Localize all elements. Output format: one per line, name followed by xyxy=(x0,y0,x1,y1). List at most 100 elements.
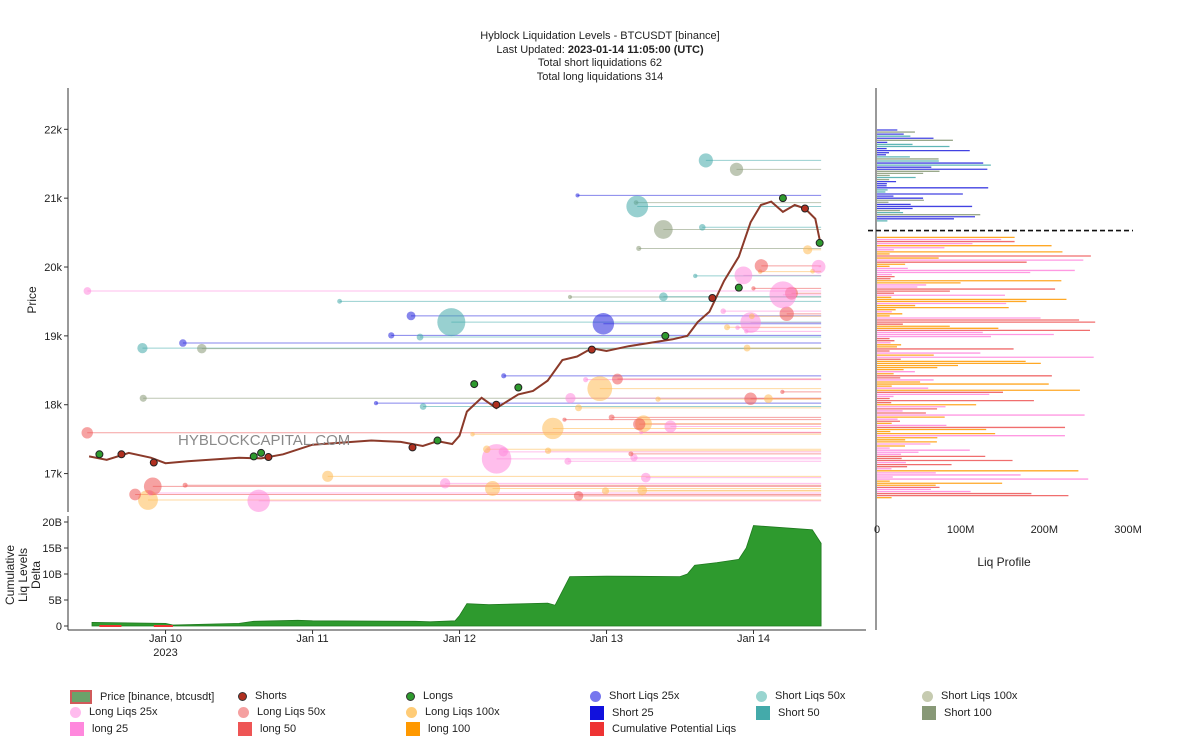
legend-swatch xyxy=(70,706,81,718)
long-marker xyxy=(661,331,670,340)
legend-label: Short Liqs 25x xyxy=(609,690,680,702)
legend-label: Short 100 xyxy=(944,707,992,719)
long-liq-bubble xyxy=(735,325,740,330)
short-marker xyxy=(492,400,501,409)
legend: Price [binance, btcusdt] Shorts Longs Short… xyxy=(70,690,1170,750)
long-marker xyxy=(433,436,442,445)
legend-item: Short Liqs 100x xyxy=(922,690,1017,702)
liq-profile-bars xyxy=(868,129,1133,499)
long-liq-bubble xyxy=(779,306,794,321)
long-liq-bubble xyxy=(544,447,552,454)
legend-item: Short Liqs 50x xyxy=(756,690,845,702)
short-liq-bubble xyxy=(388,332,395,339)
cumulative-delta-area xyxy=(91,525,822,627)
short-liq-bubble xyxy=(373,400,379,406)
long-liq-bubble xyxy=(587,376,613,402)
long-liq-bubble xyxy=(780,389,785,395)
short-liq-bubble xyxy=(139,394,147,402)
legend-item: Short Liqs 25x xyxy=(590,690,679,702)
long-liq-bubble xyxy=(608,414,615,421)
short-liq-bubble xyxy=(137,342,148,354)
long-liq-bubble xyxy=(439,478,451,489)
legend-swatch xyxy=(590,690,601,702)
legend-label: Long Liqs 100x xyxy=(425,706,500,718)
long-liq-bubble xyxy=(143,477,162,496)
legend-label: Short 25 xyxy=(612,707,654,719)
legend-item: Short 50 xyxy=(756,706,820,720)
legend-item: Long Liqs 50x xyxy=(238,706,326,718)
x-tick-label: Jan 12 xyxy=(443,633,476,645)
legend-label: Short Liqs 50x xyxy=(775,690,846,702)
legend-swatch xyxy=(406,691,415,701)
y-tick-label: 21k xyxy=(44,193,62,205)
short-marker xyxy=(800,204,809,213)
long-liq-bubble xyxy=(485,480,501,496)
legend-label: Short Liqs 100x xyxy=(941,690,1018,702)
profile-x-axis-title: Liq Profile xyxy=(977,555,1031,569)
y-tick-label: 20k xyxy=(44,262,62,274)
short-liq-bubble xyxy=(693,273,698,279)
short-marker xyxy=(587,345,596,354)
long-liq-bubble xyxy=(564,457,572,465)
legend-item: Long Liqs 25x xyxy=(70,706,158,718)
legend-swatch xyxy=(238,722,252,736)
long-liq-bubble xyxy=(542,417,564,440)
short-marker xyxy=(708,294,717,302)
long-liq-bubble xyxy=(734,266,753,285)
delta-y-axis-title: CumulativeLiq LevelsDelta xyxy=(3,545,43,605)
long-liq-bubble xyxy=(811,259,826,274)
legend-item: long 50 xyxy=(238,722,296,736)
short-liq-bubble xyxy=(659,292,668,302)
legend-label: Cumulative Potential Liqs xyxy=(612,723,737,735)
legend-item: Shorts xyxy=(238,690,287,702)
long-liq-bubble xyxy=(640,472,651,483)
legend-label: long 25 xyxy=(92,723,129,735)
long-liq-bubble xyxy=(483,445,491,453)
legend-label: Long Liqs 25x xyxy=(89,706,158,718)
short-marker xyxy=(264,453,273,462)
legend-label: Shorts xyxy=(255,690,287,702)
long-liq-bubble xyxy=(769,281,797,309)
short-liq-bubble xyxy=(729,162,744,176)
long-liq-bubble xyxy=(601,487,610,495)
delta-y-tick-label: 0 xyxy=(56,621,62,633)
last-updated: Last Updated: 2023-01-14 11:05:00 (UTC) xyxy=(0,44,1200,58)
long-liq-bubble xyxy=(744,392,757,405)
short-marker xyxy=(117,450,126,459)
short-liq-bubble xyxy=(636,245,642,251)
long-marker xyxy=(734,283,743,292)
long-liq-bubble xyxy=(565,393,576,404)
legend-label: Longs xyxy=(423,690,453,702)
long-liq-bubble xyxy=(720,308,726,314)
y-axis-title: Price xyxy=(25,286,39,314)
long-liquidations-total: Total long liquidations 314 xyxy=(536,70,664,83)
long-liq-bubble xyxy=(748,313,755,320)
trade-markers xyxy=(95,194,824,467)
x-tick-label: Jan 14 xyxy=(737,633,770,645)
chart-header: Hyblock Liquidation Levels - BTCUSDT [bi… xyxy=(0,30,1200,84)
legend-item: long 100 xyxy=(406,722,470,736)
legend-item: Short 100 xyxy=(922,706,992,720)
short-liq-bubble xyxy=(698,153,713,168)
profile-x-tick-label: 100M xyxy=(947,524,975,536)
long-liq-bubble xyxy=(612,373,623,385)
long-liq-bubble xyxy=(803,245,813,255)
short-liq-bubble xyxy=(406,311,416,321)
short-liq-bubble xyxy=(179,339,187,347)
legend-label: long 100 xyxy=(428,723,471,735)
long-liq-bubble xyxy=(573,491,584,501)
long-liq-bubble xyxy=(83,287,92,295)
profile-x-tick-label: 200M xyxy=(1031,524,1059,536)
legend-swatch xyxy=(590,722,604,736)
x-tick-label: Jan 11 xyxy=(296,633,328,645)
legend-item: Price [binance, btcusdt] xyxy=(70,690,214,704)
x-tick-label: Jan 10 xyxy=(149,633,182,645)
legend-swatch xyxy=(238,706,249,718)
long-liq-bubble xyxy=(583,377,589,383)
last-updated-value: 2023-01-14 11:05:00 (UTC) xyxy=(567,43,704,56)
long-liq-bubble xyxy=(322,470,334,482)
short-liq-bubble xyxy=(501,373,507,379)
legend-item: Long Liqs 100x xyxy=(406,706,500,718)
x-tick-year: 2023 xyxy=(153,647,177,659)
long-liq-bubble xyxy=(743,344,751,352)
